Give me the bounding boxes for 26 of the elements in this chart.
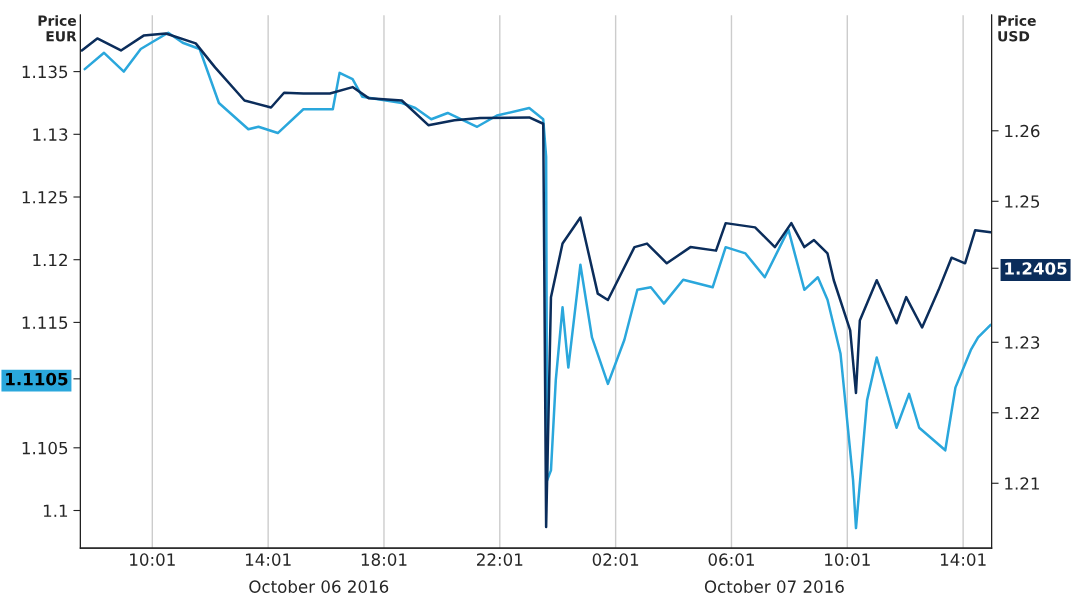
y-tick-label: 1.1105 [6,372,68,386]
y-axis-title: Price EUR [38,15,77,42]
x-tick-label: 14:01 [940,553,986,566]
text: October 07 2016 [704,580,844,593]
x-tick-label: 10:01 [130,553,175,566]
x-tick-label: 18:01 [361,553,407,566]
y2-axis-title: Price USD [998,15,1036,42]
x-tick-label: 10:01 [825,553,870,566]
y-tick-label: 1.1 [43,504,68,517]
y2-tick-label: 1.22 [1005,406,1039,420]
y-tick-label: 1.135 [22,65,68,79]
y2-tick-label: 1.23 [1005,336,1040,349]
y-tick-label: 1.115 [22,316,68,329]
y2-tick-label: 1.21 [1005,477,1039,490]
y-tick-label: 1.105 [22,441,68,455]
y-tick-label: 1.13 [33,128,68,141]
x-tick-label: 02:01 [592,553,639,566]
y2-tick-label: 1.25 [1005,195,1040,208]
y2-tick-label: 1.2405 [1005,262,1067,275]
y-tick-label: 1.12 [33,253,67,267]
y2-tick-label: 1.26 [1005,124,1040,138]
x-tick-label: 22:01 [477,553,523,566]
text: October 06 2016 [249,580,389,593]
x-tick-label: 14:01 [245,553,291,566]
x-tick-label: 06:01 [708,553,754,566]
y-tick-label: 1.125 [22,190,68,204]
